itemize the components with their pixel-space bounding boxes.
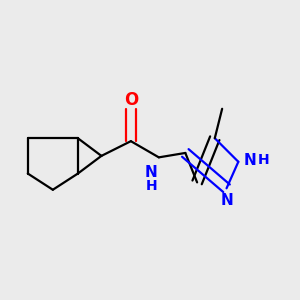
Text: N: N bbox=[145, 165, 158, 180]
Text: O: O bbox=[124, 91, 138, 109]
Text: N: N bbox=[244, 153, 256, 168]
Text: N: N bbox=[220, 193, 233, 208]
Text: H: H bbox=[146, 179, 157, 193]
Text: H: H bbox=[257, 153, 269, 167]
